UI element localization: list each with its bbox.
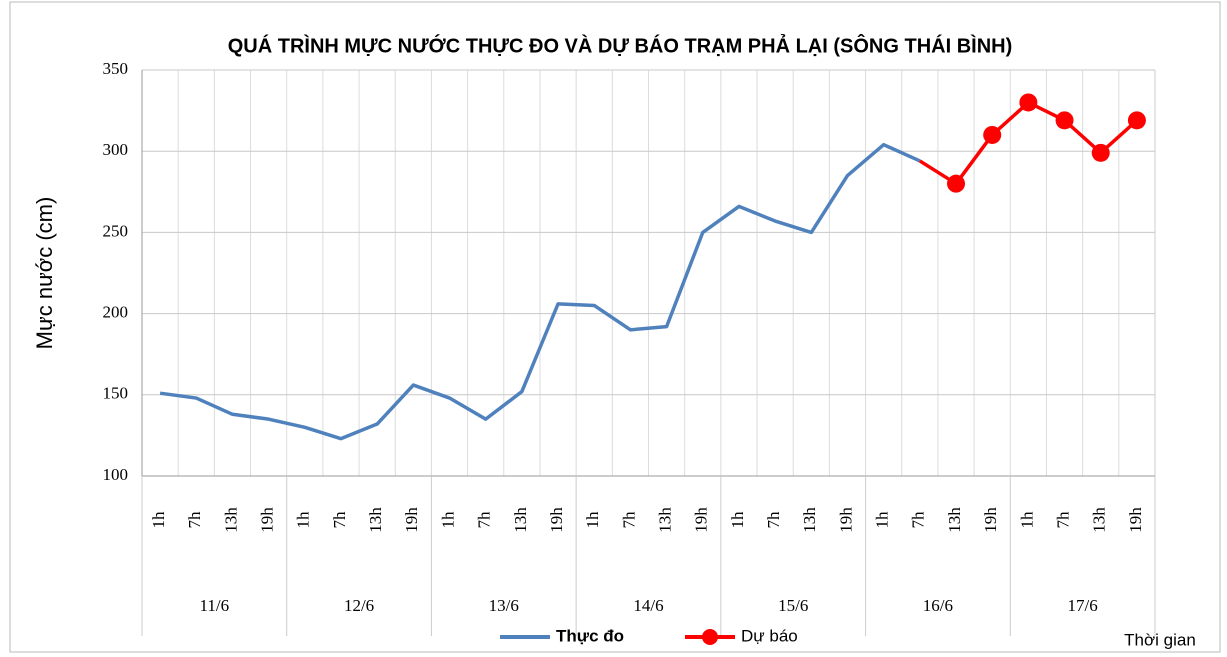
x-tick-label: 13h [366, 507, 385, 533]
y-tick-label: 150 [103, 384, 129, 403]
y-tick-label: 200 [103, 303, 129, 322]
x-tick-label: 13h [1090, 507, 1109, 533]
x-tick-label: 19h [981, 507, 1000, 533]
day-label: 13/6 [489, 596, 519, 615]
x-tick-label: 13h [945, 507, 964, 533]
x-tick-label: 1h [294, 511, 313, 529]
x-tick-label: 1h [1017, 511, 1036, 529]
x-tick-label: 19h [836, 507, 855, 533]
forecast-marker [983, 125, 1002, 144]
x-tick-label: 19h [1126, 507, 1145, 533]
x-tick-label: 13h [655, 507, 674, 533]
forecast-marker [947, 174, 966, 193]
day-label: 12/6 [344, 596, 374, 615]
y-tick-label: 250 [103, 221, 129, 240]
x-tick-label: 13h [221, 507, 240, 533]
day-label: 17/6 [1068, 596, 1098, 615]
x-tick-label: 19h [258, 507, 277, 533]
day-label: 14/6 [633, 596, 663, 615]
x-axis-label: Thời gian [1124, 630, 1196, 649]
chart-frame [9, 1, 1221, 653]
forecast-marker [1055, 111, 1074, 130]
day-label: 15/6 [778, 596, 808, 615]
x-tick-label: 1h [438, 511, 457, 529]
x-tick-label: 1h [583, 511, 602, 529]
forecast-marker [1091, 143, 1110, 162]
y-tick-label: 100 [103, 465, 129, 484]
y-tick-label: 350 [103, 59, 129, 78]
legend-label: Dự báo [741, 626, 798, 645]
x-tick-label: 13h [511, 507, 530, 533]
chart-title: QUÁ TRÌNH MỰC NƯỚC THỰC ĐO VÀ DỰ BÁO TRẠ… [228, 33, 1013, 57]
day-label: 11/6 [200, 596, 230, 615]
y-axis-label: Mực nước (cm) [32, 197, 57, 350]
x-tick-label: 19h [547, 507, 566, 533]
x-tick-label: 7h [330, 511, 349, 529]
day-label: 16/6 [923, 596, 953, 615]
legend-marker [702, 629, 718, 645]
series-line [159, 142, 921, 441]
legend-label: Thực đo [556, 626, 624, 645]
forecast-marker [1127, 111, 1146, 130]
y-tick-label: 300 [103, 140, 129, 159]
x-tick-label: 19h [692, 507, 711, 533]
x-tick-label: 1h [149, 511, 168, 529]
x-tick-label: 7h [1053, 511, 1072, 529]
x-tick-label: 7h [619, 511, 638, 529]
x-tick-label: 19h [402, 507, 421, 533]
x-tick-label: 7h [185, 511, 204, 529]
x-tick-label: 7h [909, 511, 928, 529]
x-tick-label: 7h [764, 511, 783, 529]
x-tick-label: 1h [873, 511, 892, 529]
x-tick-label: 7h [475, 511, 494, 529]
x-tick-label: 13h [800, 507, 819, 533]
x-tick-label: 1h [728, 511, 747, 529]
forecast-marker [1019, 93, 1038, 112]
